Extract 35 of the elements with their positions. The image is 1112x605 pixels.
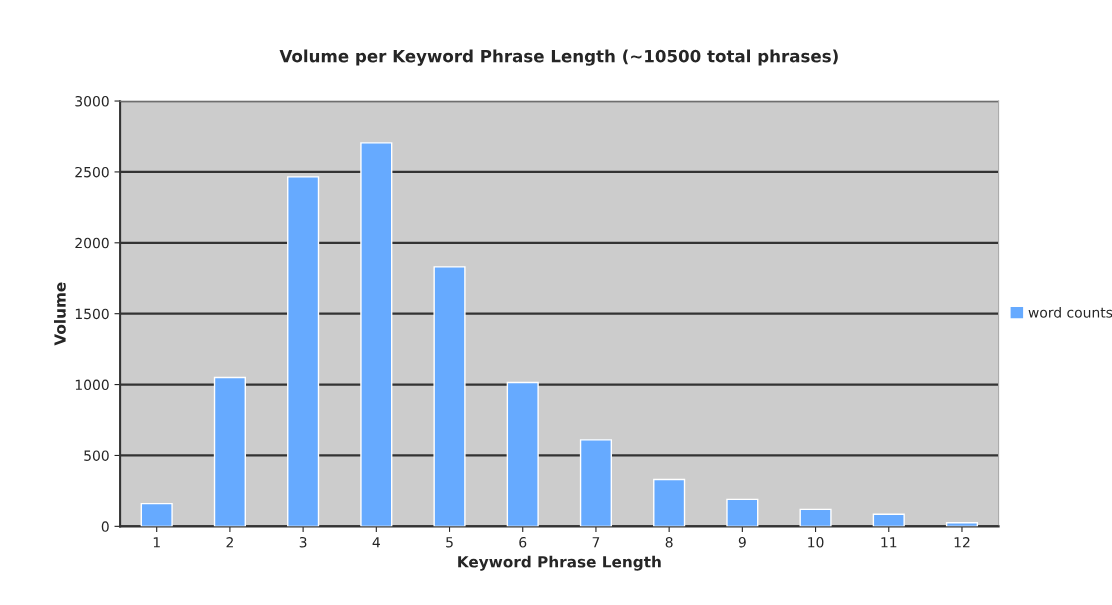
x-tick-label: 9 — [738, 537, 746, 548]
x-tick-label: 12 — [954, 537, 970, 548]
bar — [213, 376, 246, 527]
x-tick-label: 7 — [592, 537, 600, 548]
bar — [872, 513, 905, 527]
y-axis-title: Volume — [53, 282, 66, 346]
y-tick-label: 3000 — [75, 96, 109, 107]
y-tick-label: 1500 — [75, 308, 109, 320]
y-tick-label: 500 — [84, 450, 109, 461]
bar — [579, 439, 613, 527]
x-tick-label: 3 — [299, 537, 307, 548]
bar — [287, 176, 320, 527]
x-axis-title: Keyword Phrase Length — [458, 555, 661, 571]
x-tick-label: 11 — [881, 537, 897, 548]
bar — [433, 266, 466, 527]
bar — [653, 478, 686, 527]
y-tick-label: 2500 — [75, 166, 109, 178]
bar — [726, 498, 759, 527]
bar — [506, 381, 539, 527]
bar — [140, 502, 173, 527]
chart-title: Volume per Keyword Phrase Length (~10500 total phrases) — [279, 49, 838, 66]
bar — [360, 142, 393, 527]
bar — [799, 508, 832, 527]
x-tick-label: 6 — [519, 537, 527, 548]
x-tick-label: 8 — [665, 537, 673, 548]
x-tick-label: 5 — [446, 537, 453, 548]
legend-label: word counts — [1028, 306, 1112, 318]
y-tick-label: 1000 — [75, 379, 109, 391]
x-tick-label: 2 — [226, 537, 233, 548]
y-tick-label: 0 — [101, 521, 109, 532]
x-tick-label: 4 — [372, 537, 380, 548]
y-tick-label: 2000 — [75, 237, 109, 249]
x-tick-label: 1 — [153, 537, 160, 548]
x-tick-label: 10 — [808, 537, 824, 548]
bar — [945, 522, 979, 527]
